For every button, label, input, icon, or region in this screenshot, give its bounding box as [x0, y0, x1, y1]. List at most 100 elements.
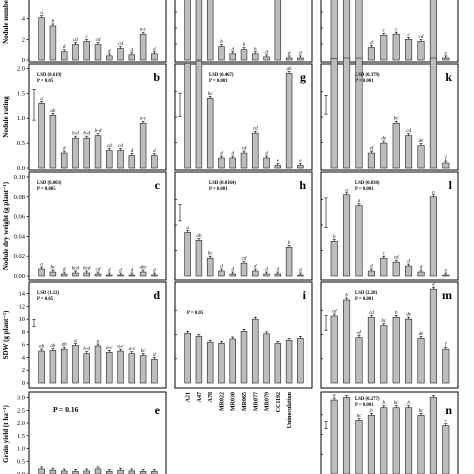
panel-letter: c — [155, 178, 161, 192]
bar-c-1 — [49, 271, 57, 277]
significance-letter: c — [383, 252, 386, 257]
x-category-label: MR022 — [219, 392, 225, 411]
bar-m-6 — [405, 318, 413, 384]
bar-d-10 — [151, 359, 158, 384]
bar-l-1 — [343, 194, 351, 277]
panel-letter: m — [442, 288, 452, 302]
bar-j-4 — [380, 34, 388, 61]
significance-letter: f — [445, 157, 447, 162]
stat-annotation: P = 0.05 — [37, 297, 54, 302]
bar-b-2 — [60, 152, 68, 169]
bar-n-7 — [417, 415, 425, 474]
y-tick-label: 1.0 — [17, 446, 25, 453]
x-category-label: MR079 — [265, 392, 271, 411]
stat-annotation: P = 0.005 — [37, 187, 56, 192]
y-tick-label: 10 — [19, 316, 26, 323]
significance-letter: cd — [107, 144, 112, 149]
significance-letter: a — [432, 190, 435, 195]
bar-f-2 — [206, 0, 214, 61]
x-category-label: A47 — [197, 392, 203, 402]
bar-a-8 — [128, 54, 136, 61]
significance-letter: de — [419, 332, 425, 337]
y-tick-label: 6 — [22, 342, 26, 349]
significance-letter: cd — [419, 35, 424, 40]
significance-letter: bc — [394, 117, 400, 122]
significance-letter: d — [220, 265, 223, 270]
significance-letter: de — [406, 313, 412, 318]
significance-letter: abc — [139, 266, 147, 271]
significance-letter: cd — [406, 129, 411, 134]
bar-i-4 — [229, 338, 236, 384]
significance-letter: c — [383, 29, 386, 34]
bar-k-3 — [367, 152, 375, 169]
y-tick-label: 2 — [22, 367, 25, 374]
y-tick-label: 0.0 — [17, 165, 25, 172]
significance-letter: d — [231, 47, 234, 52]
panel-letter: h — [299, 178, 306, 192]
bar-l-0 — [330, 241, 338, 277]
significance-letter: b — [243, 43, 246, 48]
x-category-label: A78 — [208, 392, 214, 402]
bar-d-3 — [72, 345, 79, 384]
significance-letter: d — [420, 266, 423, 271]
panel-letter: n — [445, 403, 452, 417]
y-tick-label: 8 — [22, 329, 25, 336]
bar-m-9 — [442, 348, 450, 384]
panel-e: 0.0 0.5 1.0 1.5 2.0 2.5 3.0 Grain yield (t ha⁻¹… — [2, 391, 167, 474]
panel-letter: l — [449, 178, 453, 192]
bar-n-9 — [442, 425, 450, 474]
bar-d-4 — [83, 353, 90, 384]
y-tick-label: 0.04 — [14, 233, 26, 240]
significance-letter: a — [97, 339, 100, 344]
panel-letter: i — [303, 288, 307, 302]
significance-letter: a — [432, 283, 435, 288]
significance-letter: b — [52, 19, 55, 24]
bar-g-5 — [240, 152, 248, 169]
bar-g-6 — [252, 132, 259, 169]
significance-letter: bc — [141, 349, 147, 354]
bar-i-3 — [218, 343, 225, 384]
significance-letter: a — [40, 263, 43, 268]
significance-letter: cd — [253, 127, 258, 132]
bar-l-8 — [429, 196, 437, 277]
x-category-label: MR030 — [231, 392, 237, 411]
panel-h: a ab bc d d cd d d d b d LSD (0.0164)P = 0.001 h — [174, 171, 313, 281]
stat-annotation: LSD (0.003) — [37, 181, 62, 186]
bar-g-2 — [206, 98, 214, 169]
significance-letter: bc — [51, 266, 57, 271]
bar-f-8 — [274, 0, 282, 61]
y-tick-label: 4 — [22, 354, 26, 361]
bar-a-6 — [106, 55, 113, 61]
bar-f-4 — [229, 53, 236, 61]
bar-i-7 — [263, 333, 270, 384]
panel-frame — [28, 0, 167, 63]
significance-letter: d — [407, 260, 410, 265]
bar-g-0 — [184, 63, 191, 169]
bar-m-5 — [392, 316, 400, 384]
significance-letter: f — [445, 343, 447, 348]
significance-letter: d — [254, 265, 257, 270]
stat-annotation: LSD (2.28) — [355, 291, 378, 296]
bar-l-6 — [405, 265, 413, 277]
bar-j-7 — [417, 41, 425, 61]
bar-a-1 — [49, 25, 57, 61]
stat-annotation: P = 0.05 — [37, 79, 54, 84]
significance-letter: a-c — [117, 345, 124, 350]
significance-letter: bc — [208, 92, 214, 97]
bar-b-1 — [49, 114, 57, 169]
y-axis-label: Grain yield (t ha⁻¹) — [2, 404, 10, 462]
significance-letter: d — [299, 269, 302, 274]
bar-k-1 — [343, 57, 351, 169]
bar-b-5 — [94, 135, 102, 169]
significance-letter: d — [265, 50, 268, 55]
bar-g-8 — [274, 165, 282, 169]
bar-i-6 — [252, 318, 259, 384]
significance-letter: bcd — [83, 267, 91, 272]
bar-k-5 — [392, 122, 400, 169]
bar-a-9 — [139, 33, 147, 61]
bar-h-10 — [297, 274, 304, 277]
significance-letter: d — [370, 41, 373, 46]
bar-j-8 — [429, 0, 437, 61]
bar-f-6 — [252, 53, 259, 61]
bar-d-7 — [117, 350, 124, 384]
